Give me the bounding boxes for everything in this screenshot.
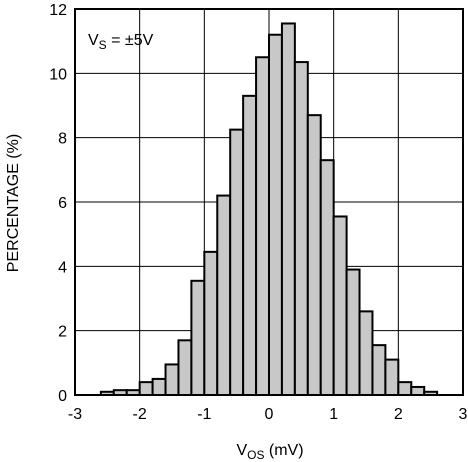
histogram-bar <box>177 339 193 397</box>
y-axis-label: PERCENTAGE (%) <box>5 134 22 272</box>
histogram-bar <box>190 279 206 396</box>
x-tick-label: -2 <box>133 406 147 423</box>
histogram-bar <box>332 215 348 396</box>
x-axis-label: VOS (mV) <box>236 442 303 462</box>
y-tick-label: 8 <box>58 131 67 148</box>
histogram-bar <box>138 381 154 396</box>
histogram-bar <box>371 344 387 396</box>
histogram-bar <box>164 363 180 397</box>
histogram-bar <box>216 194 232 396</box>
annotation-main: V <box>88 32 99 49</box>
plot-frame <box>74 8 464 396</box>
y-tick-labels: 0 2 4 6 8 10 12 <box>49 2 67 405</box>
histogram-bar <box>203 250 219 396</box>
x-axis-label-rest: (mV) <box>264 442 303 459</box>
histogram-bar <box>280 22 296 396</box>
x-axis-label-main: V <box>236 442 247 459</box>
histogram-bar <box>384 358 400 397</box>
histogram-bars <box>99 22 439 397</box>
histogram-bar <box>268 33 283 396</box>
x-tick-label: 1 <box>329 406 338 423</box>
x-tick-label: 3 <box>459 406 468 423</box>
x-tick-label: 0 <box>265 406 274 423</box>
histogram-bar <box>345 268 361 396</box>
histogram-bar <box>242 94 258 396</box>
y-tick-label: 10 <box>49 66 67 83</box>
y-tick-label: 4 <box>58 259 67 276</box>
y-tick-label: 6 <box>58 195 67 212</box>
histogram-bar <box>306 114 322 397</box>
histogram-bar <box>319 159 335 396</box>
y-tick-label: 2 <box>58 324 67 341</box>
x-axis-label-subscript: OS <box>247 448 264 462</box>
supply-voltage-annotation: VS = ±5V <box>88 32 154 52</box>
histogram-bar <box>410 385 426 397</box>
histogram-bar <box>151 377 167 396</box>
histogram-bar <box>293 61 309 396</box>
y-tick-label: 12 <box>49 2 67 19</box>
histogram-bar <box>255 56 271 396</box>
x-tick-label: 2 <box>394 406 403 423</box>
annotation-subscript: S <box>99 38 107 52</box>
y-tick-label: 0 <box>58 388 67 405</box>
x-tick-labels: -3 -2 -1 0 1 2 3 <box>68 406 468 423</box>
histogram-bar <box>358 310 374 396</box>
histogram-bar <box>229 128 245 396</box>
x-tick-label: -1 <box>197 406 211 423</box>
annotation-rest: = ±5V <box>107 32 154 49</box>
histogram-bar <box>397 381 413 396</box>
x-tick-label: -3 <box>68 406 82 423</box>
